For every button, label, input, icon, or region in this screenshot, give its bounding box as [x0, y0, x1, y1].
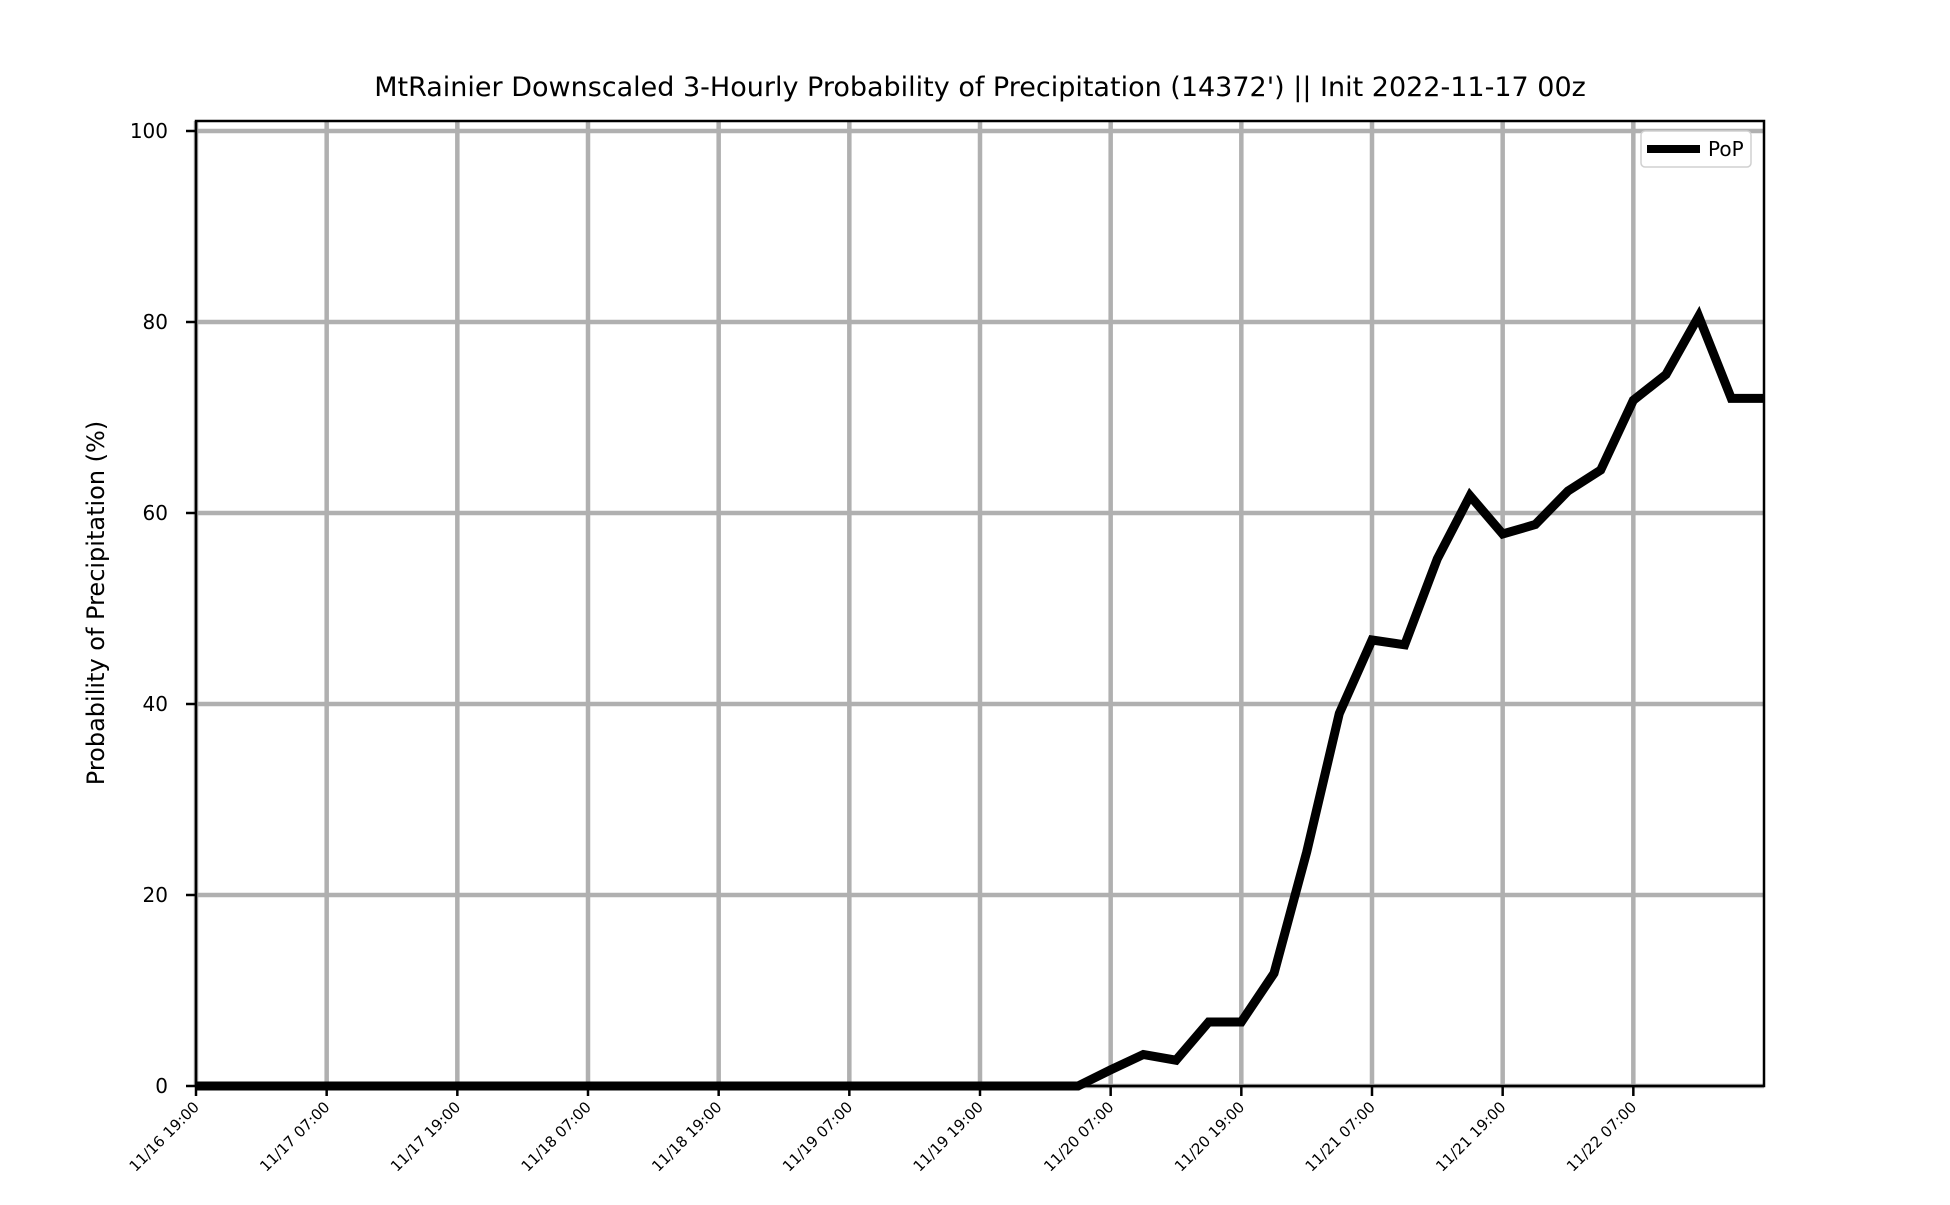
y-axis-label: Probability of Precipitation (%)	[82, 421, 110, 785]
y-tick-label: 20	[143, 883, 168, 907]
chart-title: MtRainier Downscaled 3-Hourly Probabilit…	[374, 72, 1586, 103]
legend-label-pop: PoP	[1708, 137, 1744, 161]
legend: PoP	[1640, 130, 1752, 168]
y-tick-label: 40	[143, 692, 168, 716]
y-tick-label: 80	[143, 310, 168, 334]
y-axis: 0 20 40 60 80 100	[130, 119, 196, 1098]
y-tick-label: 60	[143, 501, 168, 525]
y-tick-label: 0	[155, 1074, 168, 1098]
grid-lines	[193, 121, 1764, 1089]
y-tick-label: 100	[130, 119, 168, 143]
